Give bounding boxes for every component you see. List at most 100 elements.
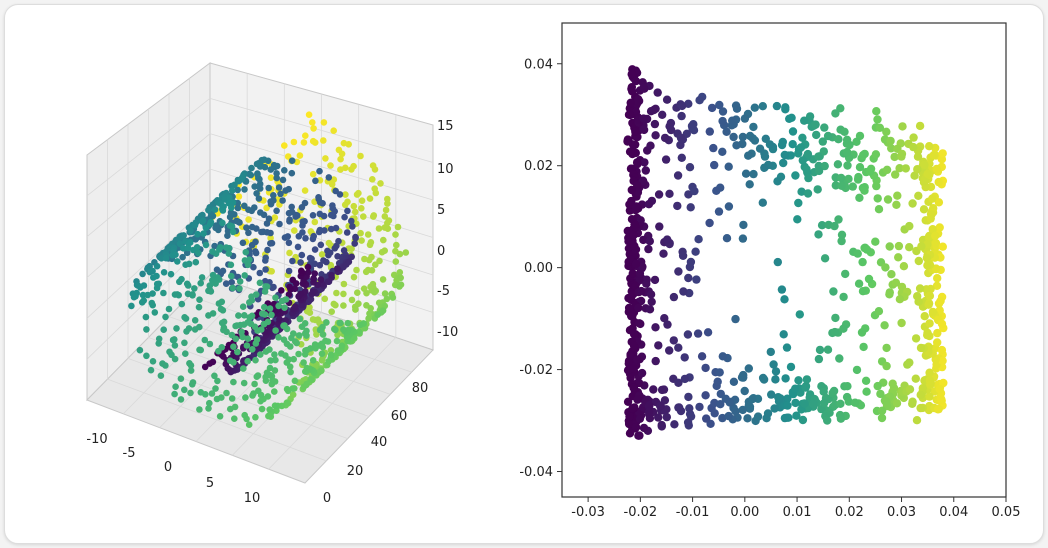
- point: [933, 274, 942, 283]
- point: [340, 302, 347, 309]
- point: [348, 296, 356, 304]
- point: [335, 237, 342, 245]
- point: [912, 416, 922, 425]
- grid-line: [86, 133, 211, 237]
- point: [128, 302, 135, 310]
- point: [924, 300, 933, 309]
- point: [301, 187, 309, 194]
- point: [626, 98, 635, 108]
- point: [402, 249, 410, 256]
- point: [881, 263, 890, 272]
- point: [705, 218, 714, 228]
- point: [231, 415, 238, 423]
- point: [338, 342, 346, 350]
- point: [852, 137, 861, 146]
- point: [925, 319, 934, 328]
- point: [635, 269, 645, 278]
- point: [372, 287, 380, 295]
- point: [239, 333, 246, 341]
- point: [285, 267, 293, 275]
- point: [381, 213, 389, 220]
- point: [660, 133, 670, 143]
- point: [149, 290, 156, 297]
- point: [635, 431, 644, 440]
- point: [258, 310, 266, 317]
- point: [236, 278, 244, 285]
- point: [331, 325, 338, 333]
- point: [323, 319, 330, 326]
- x-tick-label: 0: [164, 460, 172, 475]
- point: [337, 166, 344, 173]
- point: [833, 160, 843, 169]
- point: [631, 259, 641, 269]
- point: [218, 344, 226, 351]
- point: [225, 250, 233, 257]
- point: [248, 164, 255, 172]
- point: [861, 376, 871, 385]
- point: [242, 394, 249, 401]
- point: [926, 214, 935, 223]
- point: [254, 170, 261, 177]
- point: [934, 198, 944, 207]
- point: [662, 95, 672, 104]
- point: [937, 345, 947, 355]
- point: [195, 303, 203, 311]
- point: [258, 405, 266, 413]
- point: [316, 261, 324, 269]
- point: [635, 319, 644, 328]
- point: [357, 229, 364, 237]
- point: [829, 287, 838, 296]
- point: [913, 165, 922, 174]
- point: [350, 202, 358, 210]
- point: [939, 378, 948, 388]
- point: [722, 234, 732, 243]
- point: [245, 421, 253, 429]
- point: [674, 267, 683, 276]
- point: [329, 202, 336, 209]
- point: [795, 310, 804, 319]
- point: [288, 169, 296, 177]
- point: [922, 285, 931, 294]
- point: [196, 323, 203, 331]
- point: [740, 114, 750, 123]
- point: [286, 216, 293, 223]
- point: [290, 355, 298, 363]
- point: [213, 395, 221, 403]
- point: [830, 221, 839, 231]
- point: [227, 261, 235, 269]
- point: [899, 262, 909, 271]
- y-tick-label: -0.02: [519, 363, 553, 378]
- point: [258, 156, 266, 164]
- point: [228, 204, 235, 211]
- point: [319, 323, 326, 331]
- point: [374, 311, 382, 319]
- point: [913, 152, 923, 161]
- point: [281, 142, 288, 149]
- point: [384, 195, 391, 203]
- point: [239, 239, 247, 247]
- point: [261, 277, 269, 285]
- point: [686, 257, 696, 267]
- point: [297, 290, 304, 298]
- point: [641, 166, 650, 175]
- point: [219, 267, 227, 275]
- point: [243, 342, 251, 349]
- point: [289, 257, 296, 265]
- point: [320, 137, 327, 144]
- point: [143, 326, 150, 333]
- point: [241, 186, 248, 193]
- point: [178, 300, 186, 308]
- point: [270, 283, 277, 291]
- point: [931, 231, 940, 240]
- point: [219, 207, 227, 214]
- point: [691, 247, 700, 256]
- point: [276, 315, 283, 323]
- point: [192, 258, 200, 266]
- point: [891, 278, 901, 287]
- point: [633, 395, 642, 404]
- point: [666, 125, 676, 135]
- point: [631, 76, 641, 86]
- point: [683, 418, 693, 427]
- point: [184, 244, 192, 252]
- point: [682, 129, 691, 138]
